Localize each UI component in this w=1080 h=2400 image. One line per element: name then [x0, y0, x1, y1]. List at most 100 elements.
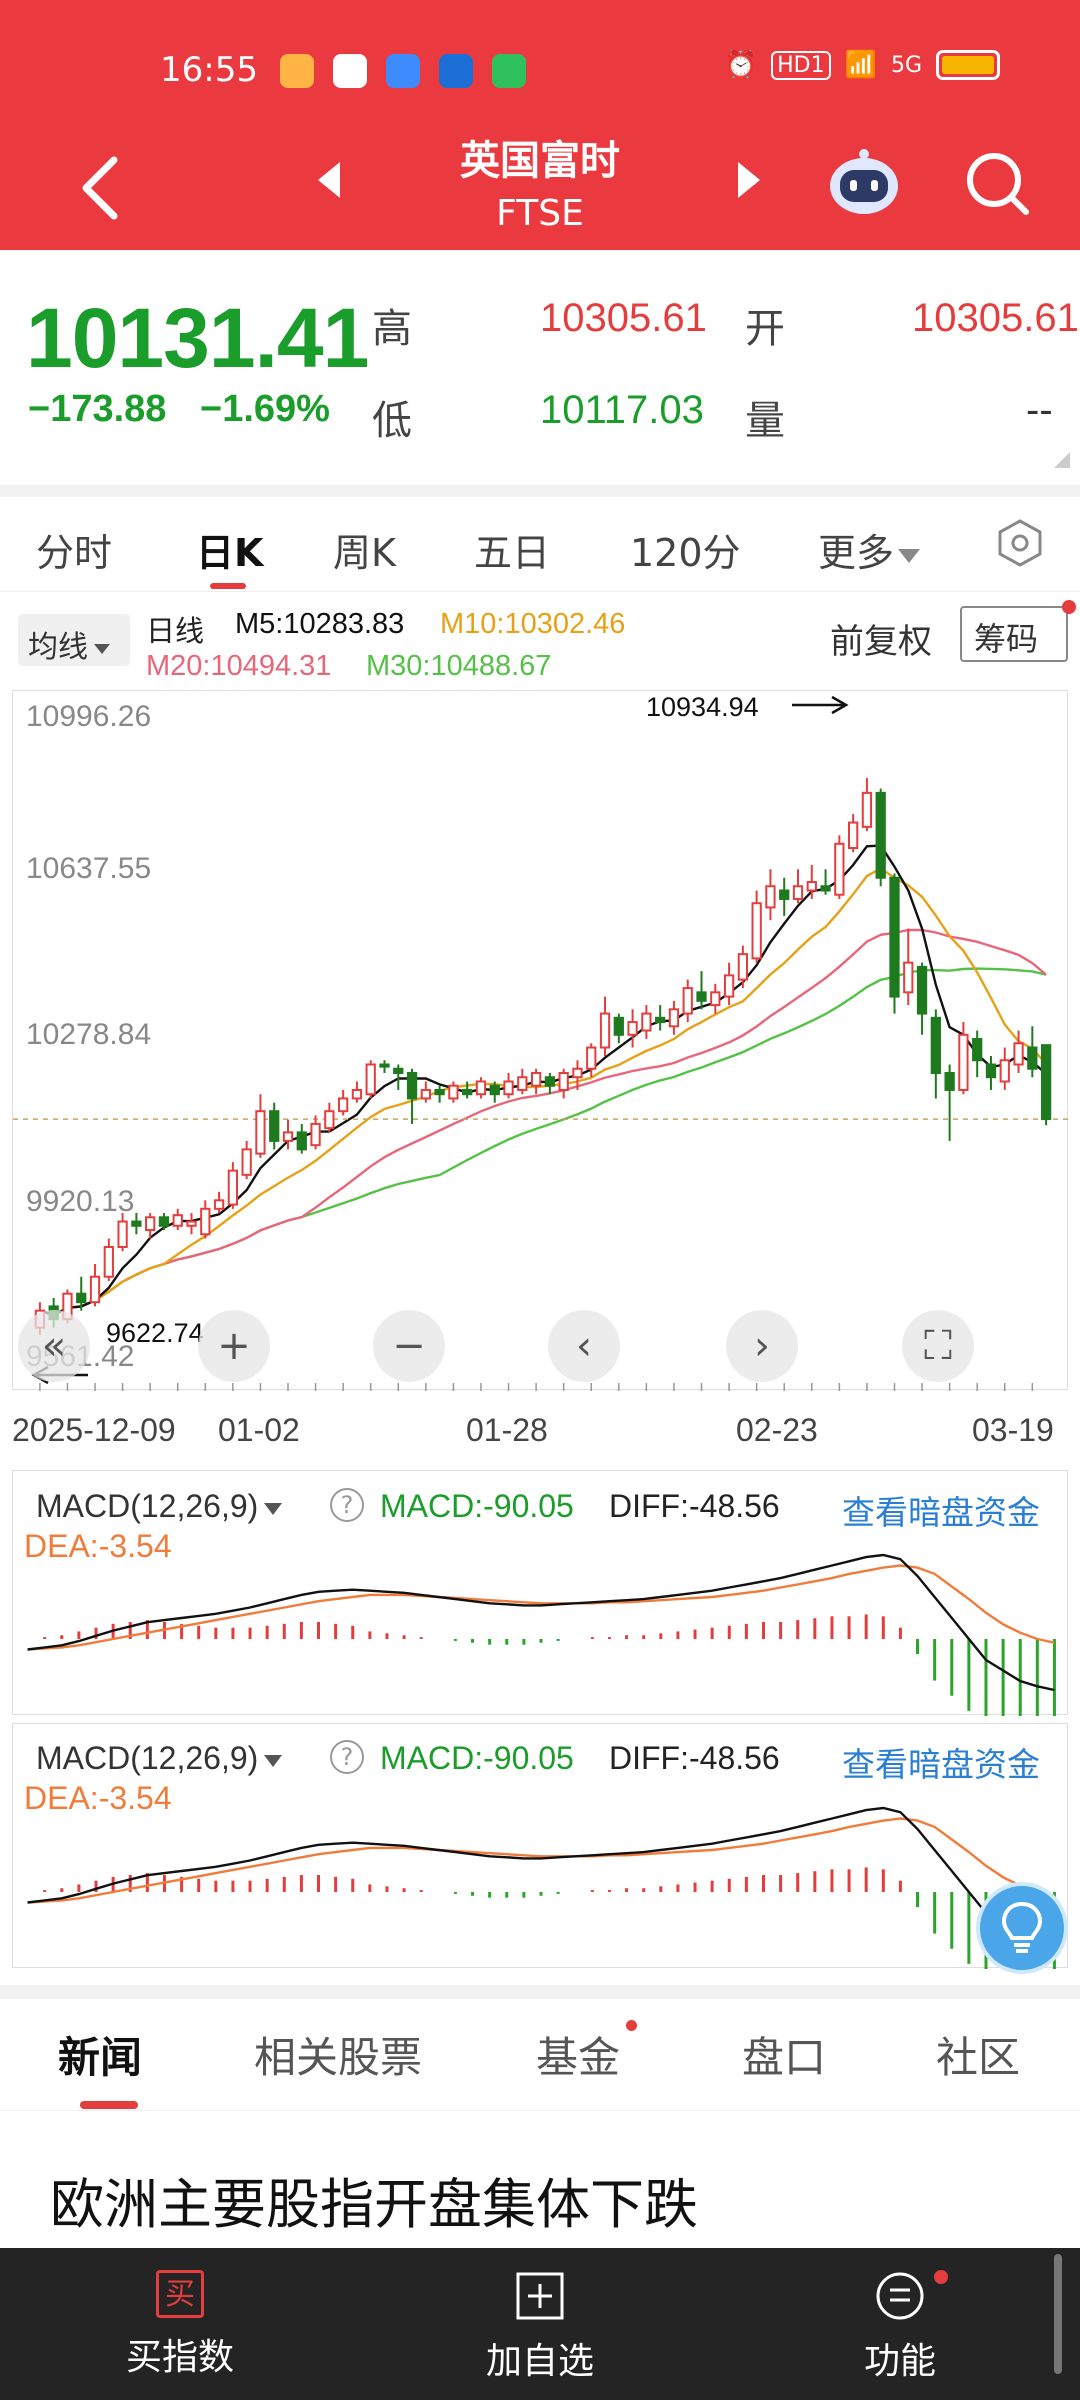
help-icon[interactable]: ? — [330, 1488, 364, 1522]
candle-down — [76, 1292, 87, 1304]
tab-more[interactable]: 更多 — [818, 522, 921, 577]
low-label: 低 — [372, 398, 412, 444]
candle-down — [406, 1071, 418, 1100]
max-price-label: 10934.94 — [646, 692, 759, 722]
news-tab-orderbook[interactable]: 盘口 — [742, 2033, 827, 2082]
volume-label: 量 — [745, 398, 785, 444]
candle-up — [227, 1169, 239, 1206]
candle-up — [351, 1088, 363, 1100]
price-change-pct: −1.69% — [200, 388, 330, 430]
news-tab-news[interactable]: 新闻 — [58, 2033, 143, 2082]
kline-svg — [13, 778, 1069, 1391]
news-tab-community[interactable]: 社区 — [936, 2033, 1021, 2082]
macd-value-2: MACD:-90.05 — [380, 1740, 574, 1776]
tab-intraday[interactable]: 分时 — [36, 531, 113, 575]
status-indicators: ⏰ HD1 📶 5G — [725, 50, 1000, 80]
candle-down — [379, 1063, 390, 1068]
wifi-icon: 📶 — [844, 50, 877, 80]
tab-weekly-k[interactable]: 周K — [333, 531, 396, 575]
candlestick-chart[interactable] — [12, 690, 1069, 1391]
status-time: 16:55 — [160, 50, 258, 90]
dark-pool-link-2[interactable]: 查看暗盘资金 — [842, 1745, 1040, 1784]
add-watchlist-button[interactable]: 加自选 — [440, 2270, 640, 2384]
chevron-down-icon — [264, 1502, 283, 1515]
ma-selector-label: 均线 — [28, 630, 88, 665]
line-type-label: 日线 — [146, 616, 205, 648]
candle-up — [324, 1110, 335, 1130]
news-tab-funds[interactable]: 基金 — [536, 2033, 621, 2082]
candle-up — [365, 1063, 376, 1096]
buy-index-button[interactable]: 买 买指数 — [80, 2270, 280, 2380]
candle-up — [848, 821, 859, 850]
ma-selector[interactable]: 均线 — [18, 614, 130, 666]
status-bar — [0, 0, 1080, 130]
chevron-right-icon[interactable]: › — [726, 1310, 798, 1382]
x-tick-3: 01-28 — [466, 1412, 548, 1448]
candle-up — [903, 961, 914, 994]
app-icon-4 — [439, 54, 473, 88]
chip-button[interactable]: 筹码 — [960, 606, 1068, 662]
double-chevron-left-icon[interactable]: « — [18, 1310, 90, 1382]
back-arrow-icon[interactable] — [70, 148, 130, 228]
candle-up — [172, 1214, 183, 1227]
scrollbar[interactable] — [1054, 2254, 1062, 2374]
search-icon[interactable] — [962, 148, 1032, 218]
candle-up — [503, 1080, 514, 1096]
candle-up — [530, 1071, 542, 1087]
divider — [0, 485, 1080, 497]
zoom-in-icon[interactable]: + — [198, 1310, 270, 1382]
candle-up — [89, 1275, 101, 1304]
zoom-out-icon[interactable]: − — [373, 1310, 445, 1382]
fullscreen-icon[interactable]: ⛶ — [902, 1310, 974, 1382]
expand-quote-icon[interactable] — [1054, 452, 1070, 468]
candle-down — [1040, 1044, 1052, 1121]
add-watchlist-label: 加自选 — [485, 2341, 594, 2382]
candle-up — [282, 1131, 294, 1142]
tab-daily-k[interactable]: 日K — [196, 531, 264, 575]
phone-app-icon — [492, 54, 526, 88]
buy-icon: 买 — [156, 2270, 204, 2318]
next-icon[interactable] — [738, 162, 760, 198]
functions-button[interactable]: 功能 — [800, 2270, 1000, 2384]
news-tab-indicator — [80, 2101, 138, 2109]
macd-selector-1[interactable]: MACD(12,26,9) — [36, 1488, 283, 1525]
macd-selector-2[interactable]: MACD(12,26,9) — [36, 1740, 283, 1777]
tab-active-indicator — [210, 583, 246, 589]
candle-up — [806, 880, 817, 892]
ma30-line — [39, 967, 1047, 1317]
robot-assistant-icon[interactable] — [826, 148, 902, 218]
candle-up — [241, 1148, 252, 1176]
candle-down — [930, 1016, 941, 1074]
macd-panel-1[interactable] — [12, 1470, 1068, 1716]
hexagon-settings-icon[interactable] — [995, 518, 1045, 568]
news-tab-related-stocks[interactable]: 相关股票 — [254, 2033, 423, 2082]
x-tick-4: 02-23 — [736, 1412, 818, 1448]
candle-down — [613, 1016, 624, 1036]
chevron-left-icon[interactable]: ‹ — [548, 1310, 620, 1382]
help-icon[interactable]: ? — [330, 1740, 364, 1774]
macd-selector-label: MACD(12,26,9) — [36, 1488, 259, 1524]
y-tick-2: 10637.55 — [26, 852, 152, 885]
page-subtitle: FTSE — [496, 193, 584, 234]
candle-up — [751, 902, 762, 960]
candle-up — [792, 885, 804, 900]
adjust-mode[interactable]: 前复权 — [830, 622, 932, 662]
x-tick-2: 01-02 — [218, 1412, 300, 1448]
candle-up — [1013, 1042, 1024, 1066]
lightbulb-icon[interactable] — [976, 1882, 1068, 1974]
news-headline[interactable]: 欧洲主要股指开盘集体下跌 — [50, 2173, 698, 2236]
candle-down — [916, 965, 928, 1015]
tab-120-min[interactable]: 120分 — [630, 531, 741, 575]
dark-pool-link-1[interactable]: 查看暗盘资金 — [842, 1493, 1040, 1532]
tab-five-day[interactable]: 五日 — [474, 531, 551, 575]
y-tick-1: 10996.26 — [26, 700, 152, 733]
prev-icon[interactable] — [318, 162, 340, 198]
diff-line — [27, 1806, 1055, 1945]
candle-down — [696, 991, 707, 1002]
candle-down — [269, 1110, 280, 1142]
candle-up — [999, 1059, 1010, 1083]
high-label: 高 — [372, 306, 412, 352]
candle-down — [875, 791, 886, 879]
candle-down — [779, 889, 790, 900]
open-label: 开 — [745, 306, 785, 352]
